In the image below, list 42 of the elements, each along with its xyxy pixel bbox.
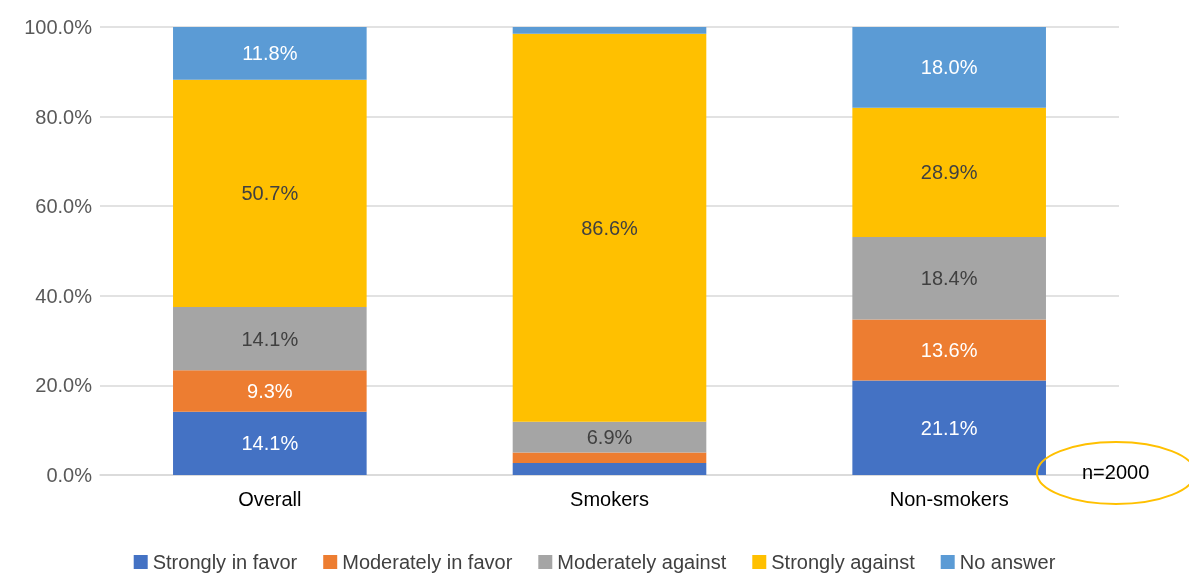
data-label: 50.7% xyxy=(241,182,299,205)
y-tick-label: 0.0% xyxy=(46,464,93,486)
bar xyxy=(852,319,1046,381)
bar xyxy=(852,380,1046,475)
data-label: 18.4% xyxy=(920,267,978,290)
legend-label: Strongly in favor xyxy=(152,551,298,573)
data-label: 14.1% xyxy=(241,432,299,455)
bar xyxy=(512,421,707,453)
y-tick-label: 20.0% xyxy=(35,374,93,397)
data-label: 11.8% xyxy=(242,42,298,65)
bar xyxy=(852,107,1046,238)
bar xyxy=(173,27,367,80)
bar xyxy=(512,33,707,422)
x-tick-label: Overall xyxy=(238,488,302,510)
data-label: 21.1% xyxy=(920,416,978,439)
bar xyxy=(173,370,367,412)
data-label: 14.1% xyxy=(241,327,299,350)
bar xyxy=(173,79,367,307)
legend-label: Moderately in favor xyxy=(342,551,513,573)
x-tick-label: Non-smokers xyxy=(889,488,1009,510)
data-label: 28.9% xyxy=(920,161,978,184)
legend-label: No answer xyxy=(959,551,1056,573)
bar xyxy=(852,27,1046,108)
bar xyxy=(512,462,707,475)
bar xyxy=(173,307,367,371)
x-tick-label: Smokers xyxy=(570,488,649,510)
bar xyxy=(512,27,707,34)
data-label: 13.6% xyxy=(920,339,978,362)
bar xyxy=(852,237,1046,320)
y-tick-label: 80.0% xyxy=(35,105,93,128)
y-tick-label: 40.0% xyxy=(35,284,93,307)
data-label: 6.9% xyxy=(586,426,633,449)
bar xyxy=(512,452,707,463)
data-label: 18.0% xyxy=(920,56,978,79)
legend-label: Strongly against xyxy=(771,551,916,573)
annotation: n=2000 xyxy=(1082,461,1150,484)
y-tick-label: 100.0% xyxy=(24,16,93,38)
bar xyxy=(173,411,367,475)
legend-label: Moderately against xyxy=(557,551,727,573)
data-label: 86.6% xyxy=(581,216,639,239)
data-label: 9.3% xyxy=(247,380,293,402)
y-tick-label: 60.0% xyxy=(35,195,93,218)
